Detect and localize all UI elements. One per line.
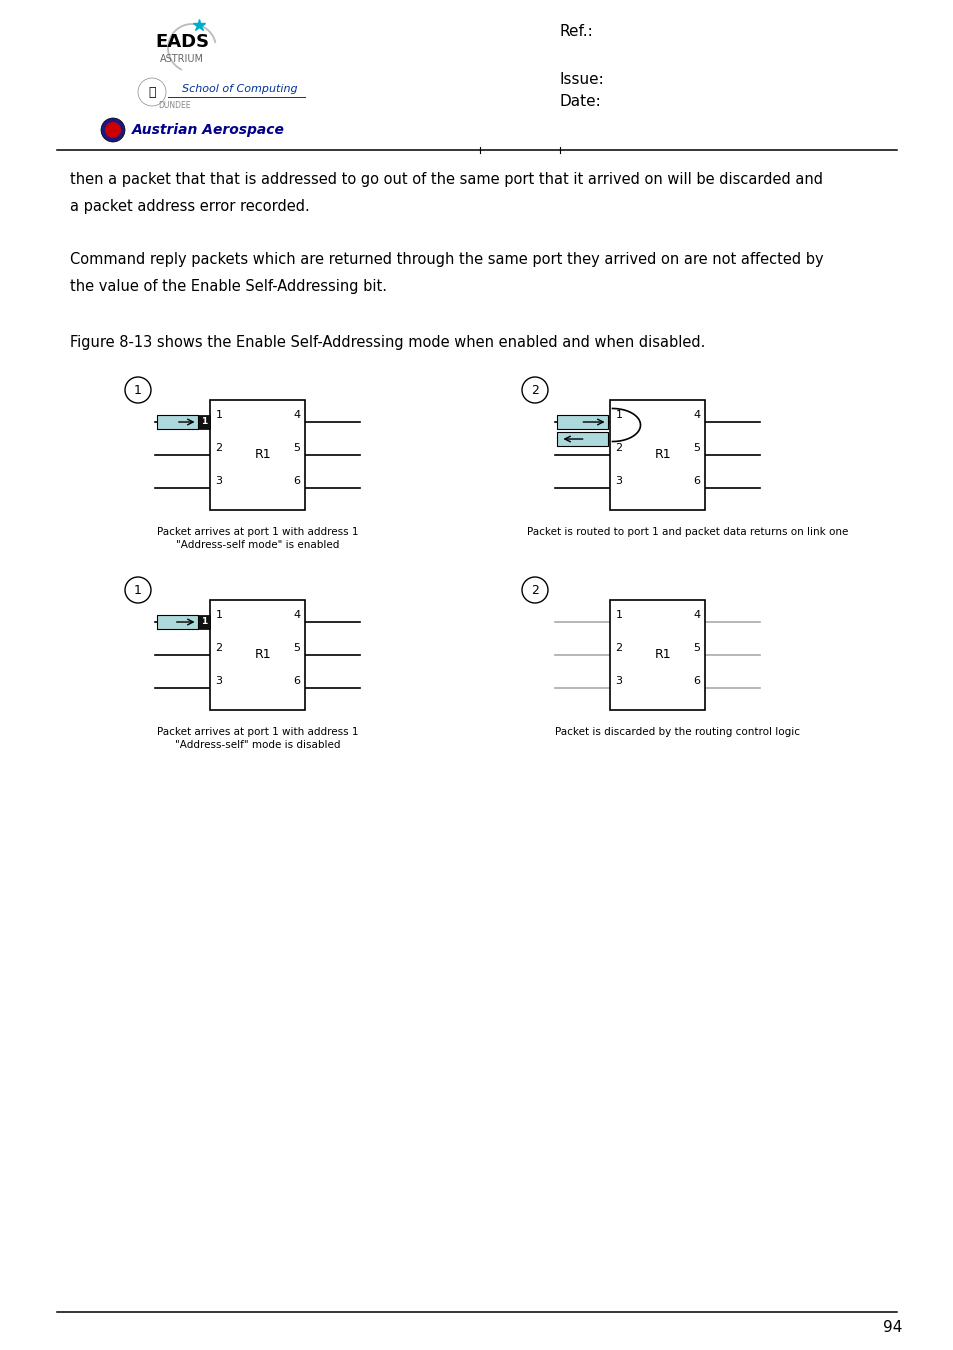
Text: Date:: Date:	[559, 93, 601, 108]
Text: R1: R1	[654, 448, 671, 462]
Text: 3: 3	[215, 676, 222, 686]
Text: 2: 2	[531, 383, 538, 397]
Circle shape	[521, 377, 547, 404]
Text: 6: 6	[693, 676, 700, 686]
Text: 6: 6	[294, 676, 300, 686]
Text: 3: 3	[215, 477, 222, 486]
Circle shape	[105, 122, 121, 138]
Text: 4: 4	[294, 610, 300, 620]
Text: R1: R1	[654, 648, 671, 662]
Text: 5: 5	[294, 443, 300, 454]
Text: 6: 6	[693, 477, 700, 486]
Bar	[198, 414, 211, 429]
Text: 2: 2	[215, 643, 222, 653]
Bar	[557, 432, 608, 446]
Text: 1: 1	[215, 610, 222, 620]
Bar	[610, 599, 705, 710]
Text: 6: 6	[294, 477, 300, 486]
Text: then a packet that that is addressed to go out of the same port that it arrived : then a packet that that is addressed to …	[70, 171, 822, 215]
Circle shape	[125, 576, 151, 603]
Text: School of Computing: School of Computing	[182, 84, 297, 95]
Text: Austrian Aerospace: Austrian Aerospace	[132, 123, 285, 136]
Bar	[157, 414, 198, 429]
Text: 5: 5	[294, 643, 300, 653]
Text: Figure 8-13 shows the Enable Self-Addressing mode when enabled and when disabled: Figure 8-13 shows the Enable Self-Addres…	[70, 335, 704, 350]
Text: 🔵: 🔵	[148, 85, 155, 99]
Text: DUNDEE: DUNDEE	[158, 101, 191, 111]
Text: 1: 1	[134, 583, 142, 597]
Text: 2: 2	[531, 583, 538, 597]
Text: 1: 1	[215, 410, 222, 420]
Circle shape	[125, 377, 151, 404]
Text: "Address-self" mode is disabled: "Address-self" mode is disabled	[175, 740, 340, 751]
Text: 3: 3	[615, 477, 622, 486]
Circle shape	[521, 576, 547, 603]
Bar	[211, 599, 305, 710]
Text: 4: 4	[693, 410, 700, 420]
Text: 1: 1	[134, 383, 142, 397]
Text: EADS: EADS	[154, 32, 209, 51]
Text: Packet is routed to port 1 and packet data returns on link one: Packet is routed to port 1 and packet da…	[527, 526, 848, 537]
Text: Packet is discarded by the routing control logic: Packet is discarded by the routing contr…	[555, 728, 800, 737]
Bar	[157, 616, 198, 629]
Text: 5: 5	[693, 643, 700, 653]
Bar	[211, 400, 305, 510]
Text: Packet arrives at port 1 with address 1: Packet arrives at port 1 with address 1	[157, 728, 358, 737]
Text: Packet arrives at port 1 with address 1: Packet arrives at port 1 with address 1	[157, 526, 358, 537]
Text: 2: 2	[615, 643, 622, 653]
Bar	[198, 616, 211, 629]
Text: ASTRIUM: ASTRIUM	[160, 54, 204, 63]
Bar	[557, 414, 608, 429]
Text: R1: R1	[254, 648, 271, 662]
Text: 1: 1	[201, 417, 208, 427]
Text: R1: R1	[254, 448, 271, 462]
Text: 1: 1	[615, 410, 622, 420]
Text: 1: 1	[201, 617, 208, 626]
Text: "Address-self mode" is enabled: "Address-self mode" is enabled	[176, 540, 339, 549]
Text: 4: 4	[693, 610, 700, 620]
Text: Ref.:: Ref.:	[559, 24, 593, 39]
Text: 2: 2	[215, 443, 222, 454]
Text: 4: 4	[294, 410, 300, 420]
Circle shape	[101, 117, 125, 142]
Text: 94: 94	[882, 1320, 902, 1335]
Text: 3: 3	[615, 676, 622, 686]
Text: Issue:: Issue:	[559, 73, 604, 88]
Text: Command reply packets which are returned through the same port they arrived on a: Command reply packets which are returned…	[70, 252, 822, 294]
Circle shape	[138, 78, 166, 107]
Text: 5: 5	[693, 443, 700, 454]
Text: 2: 2	[615, 443, 622, 454]
Bar	[610, 400, 705, 510]
Text: 1: 1	[615, 610, 622, 620]
